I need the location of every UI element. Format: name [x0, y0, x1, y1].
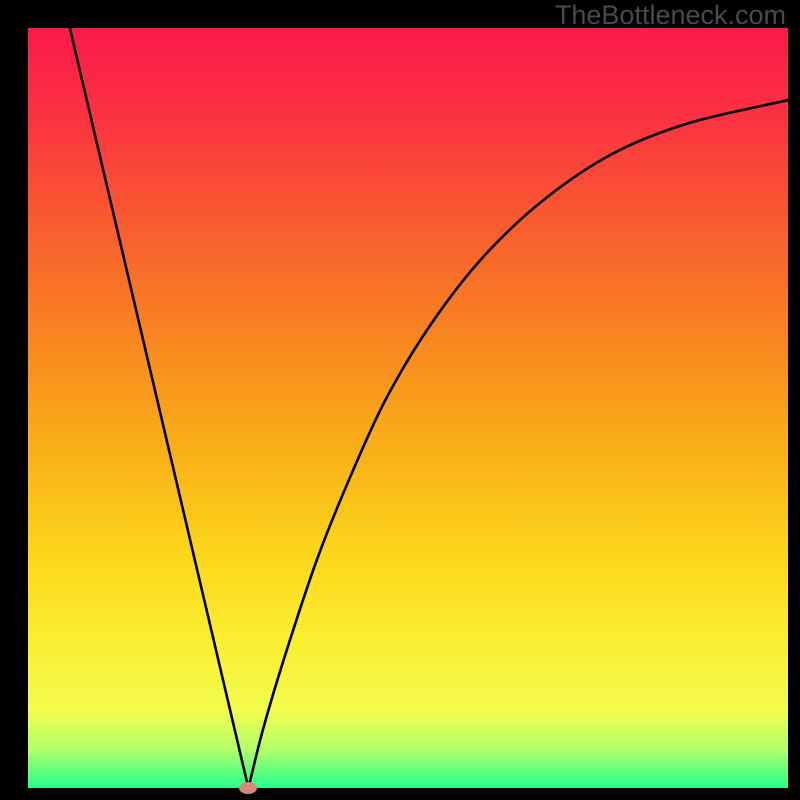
watermark-text: TheBottleneck.com	[555, 0, 786, 31]
chart-stage: TheBottleneck.com	[0, 0, 800, 800]
minimum-marker	[239, 782, 257, 794]
gradient-background	[28, 28, 788, 788]
